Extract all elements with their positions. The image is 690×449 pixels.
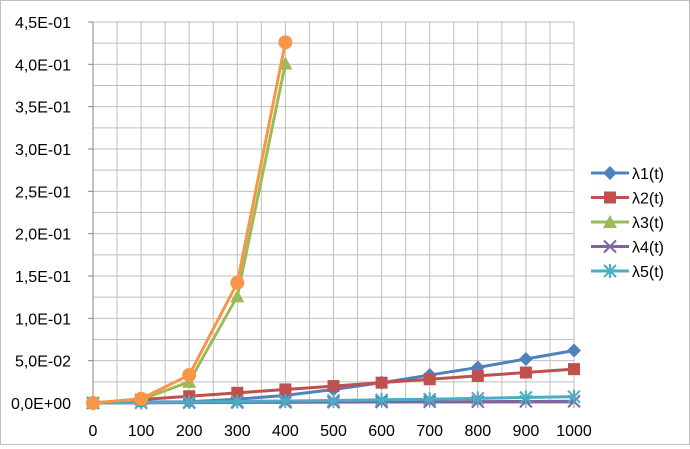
x-tick-label: 100 [128, 423, 155, 440]
series-unnamed [86, 35, 293, 410]
data-point [182, 394, 196, 409]
data-point [375, 376, 388, 389]
y-tick-label: 3,5E-01 [15, 100, 71, 117]
legend-label: λ4(t) [632, 240, 664, 257]
data-point [568, 363, 580, 376]
legend-label: λ3(t) [632, 215, 664, 232]
legend-marker [603, 239, 617, 254]
data-point [230, 275, 245, 290]
x-tick-label: 0 [89, 423, 98, 440]
data-point [374, 392, 389, 407]
data-point [231, 386, 244, 399]
y-tick-label: 2,0E-01 [15, 227, 71, 244]
series-group [86, 35, 581, 410]
legend-label: λ5(t) [632, 264, 664, 281]
x-tick-label: 900 [513, 423, 540, 440]
legend: λ1(t) λ2(t) λ3(t) λ4(t) λ5(t) [591, 166, 664, 281]
data-point [519, 390, 533, 405]
data-point [279, 383, 292, 396]
data-point [182, 368, 197, 383]
data-point [518, 351, 533, 366]
axes [88, 21, 575, 408]
x-tick-label: 800 [464, 423, 491, 440]
legend-item: λ4(t) [591, 240, 664, 257]
legend-label: λ2(t) [632, 191, 664, 208]
x-tick-label: 400 [272, 423, 299, 440]
legend-label: λ1(t) [632, 166, 664, 183]
tick-labels: 0,0E+00 5,0E-02 1,0E-01 1,5E-01 2,0E-01 2,5E-… [11, 15, 592, 440]
data-point [326, 393, 341, 408]
data-point [327, 380, 340, 393]
legend-item: λ2(t) [591, 191, 664, 208]
data-point [422, 392, 437, 407]
legend-item: λ1(t) [591, 166, 664, 183]
data-point [278, 393, 293, 408]
y-tick-label: 2,5E-01 [15, 184, 71, 201]
legend-marker [603, 166, 617, 180]
legend-marker [603, 264, 617, 278]
y-tick-label: 1,5E-01 [15, 269, 71, 286]
legend-marker [603, 215, 617, 228]
data-point [471, 391, 485, 406]
x-tick-label: 500 [320, 423, 347, 440]
x-tick-label: 700 [416, 423, 443, 440]
gridlines [92, 21, 575, 404]
y-tick-label: 1,0E-01 [15, 311, 71, 328]
y-tick-label: 4,5E-01 [15, 15, 71, 32]
x-tick-label: 600 [368, 423, 395, 440]
data-point [471, 369, 484, 382]
legend-item: λ5(t) [591, 264, 664, 281]
data-point [567, 343, 581, 358]
data-point [567, 389, 581, 404]
x-tick-label: 300 [224, 423, 251, 440]
data-point [230, 289, 245, 303]
y-tick-label: 0,0E+00 [11, 396, 71, 413]
data-point [278, 35, 293, 50]
y-tick-label: 4,0E-01 [15, 57, 71, 74]
data-point [519, 366, 532, 379]
y-tick-label: 3,0E-01 [15, 142, 71, 159]
y-tick-label: 5,0E-02 [15, 354, 71, 371]
legend-item: λ3(t) [591, 215, 664, 232]
data-point [423, 373, 436, 386]
data-point [134, 391, 149, 406]
data-point [86, 396, 100, 410]
data-point [230, 394, 245, 409]
x-tick-label: 1000 [556, 423, 592, 440]
x-tick-label: 200 [176, 423, 203, 440]
legend-marker [604, 191, 616, 204]
